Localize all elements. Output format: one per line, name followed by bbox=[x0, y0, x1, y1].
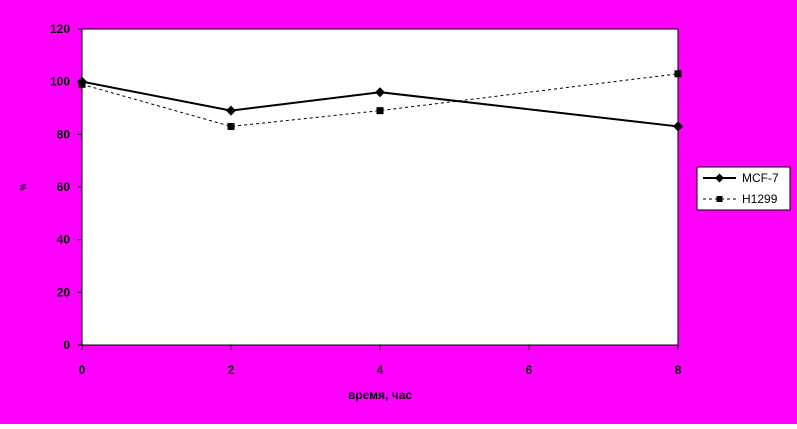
data-point-diamond bbox=[673, 121, 683, 132]
x-tick-label: 0 bbox=[79, 363, 86, 377]
y-tick-label: 120 bbox=[50, 22, 70, 36]
data-point-diamond bbox=[375, 87, 385, 98]
x-tick-label: 2 bbox=[228, 363, 235, 377]
series-layer bbox=[77, 70, 683, 132]
legend-h1299-label: H1299 bbox=[742, 192, 778, 206]
data-point-square bbox=[674, 70, 682, 78]
y-tick-label: 60 bbox=[57, 180, 71, 194]
legend-mcf7-label: MCF-7 bbox=[742, 171, 779, 185]
legend-h1299-marker bbox=[716, 196, 723, 202]
y-tick-label: 0 bbox=[63, 338, 70, 352]
y-tick-label: 100 bbox=[50, 75, 70, 89]
y-tick-label: 20 bbox=[57, 285, 71, 299]
data-point-square bbox=[376, 107, 384, 115]
x-axis-label: время, час bbox=[348, 388, 412, 402]
axes: 0 20 40 60 80 100 120 0 2 4 6 8 bbox=[50, 22, 682, 377]
legend-mcf7-marker bbox=[715, 173, 724, 183]
plot-area bbox=[81, 28, 679, 346]
y-tick-label: 80 bbox=[57, 127, 71, 141]
y-axis-label: % bbox=[19, 183, 28, 190]
legend: MCF-7 H1299 bbox=[696, 166, 791, 211]
series-line-mcf-7 bbox=[81, 80, 679, 128]
x-tick-label: 8 bbox=[675, 363, 682, 377]
legend-box bbox=[696, 166, 791, 211]
data-point-square bbox=[78, 80, 86, 88]
x-tick-label: 4 bbox=[377, 363, 384, 377]
x-tick-label: 6 bbox=[526, 363, 533, 377]
y-tick-label: 40 bbox=[57, 233, 71, 247]
data-point-diamond bbox=[226, 105, 236, 116]
series-line-h1299 bbox=[81, 73, 679, 127]
data-point-square bbox=[227, 122, 235, 130]
